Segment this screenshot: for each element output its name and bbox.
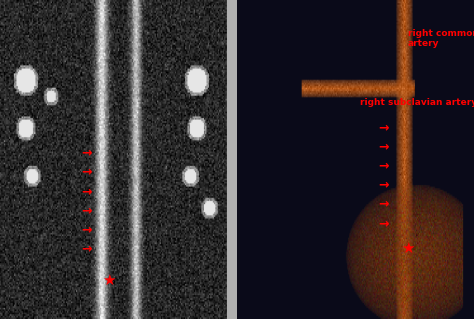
Text: →: → (81, 204, 91, 217)
Text: →: → (379, 198, 389, 211)
Text: →: → (81, 166, 91, 179)
Text: →: → (379, 160, 389, 172)
Text: →: → (379, 217, 389, 230)
Text: →: → (81, 185, 91, 198)
Text: ★: ★ (401, 241, 414, 256)
Text: right common carotid
artery: right common carotid artery (408, 29, 474, 48)
Text: →: → (379, 179, 389, 191)
Text: →: → (81, 223, 91, 236)
Text: →: → (379, 121, 389, 134)
Text: →: → (379, 140, 389, 153)
Text: →: → (81, 242, 91, 255)
Text: →: → (81, 147, 91, 160)
Text: ★: ★ (102, 273, 116, 288)
Text: right subclavian artery: right subclavian artery (360, 98, 474, 107)
